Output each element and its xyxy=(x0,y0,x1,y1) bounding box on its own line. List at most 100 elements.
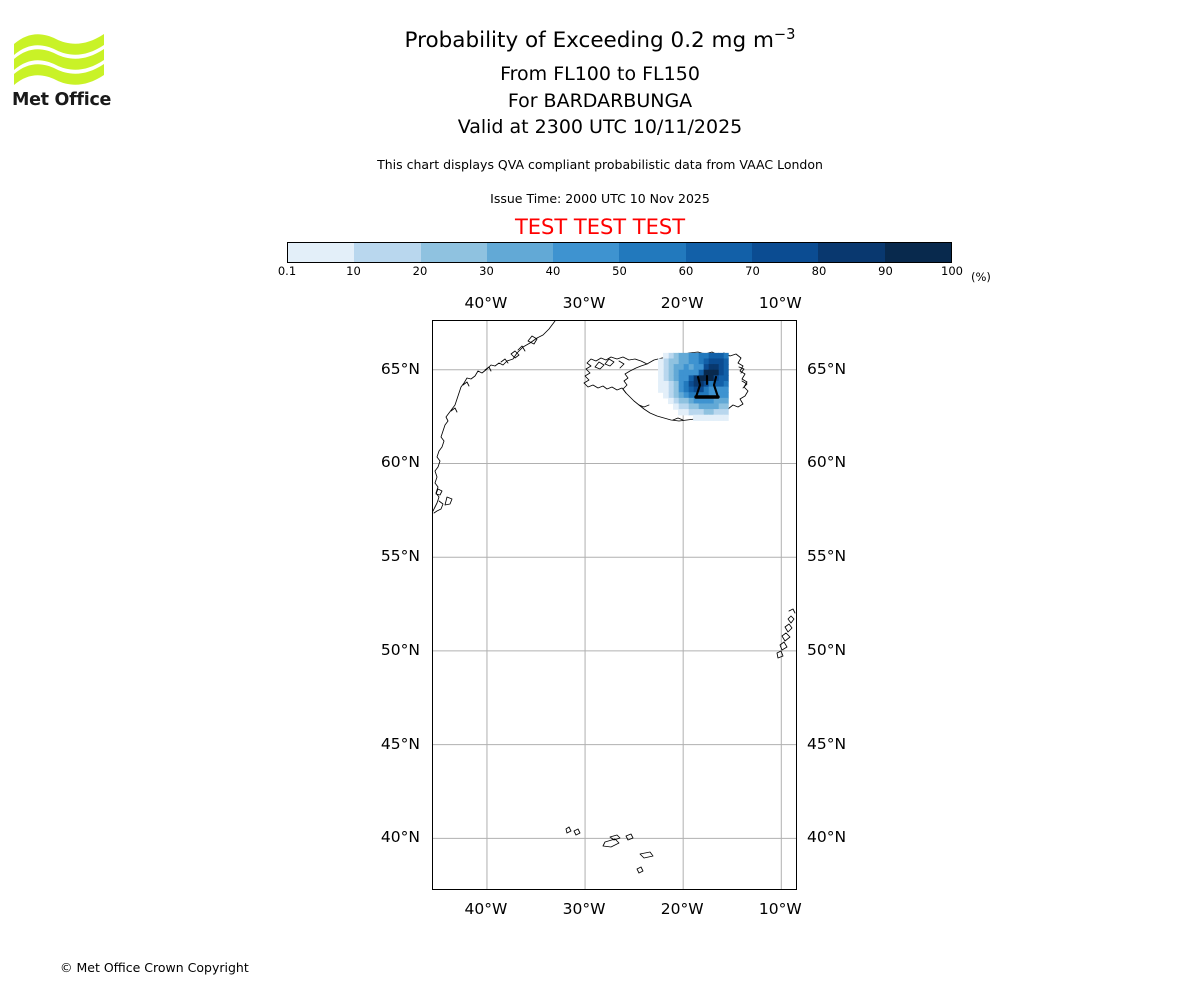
ash-probability-cell xyxy=(678,375,684,382)
ash-probability-cell xyxy=(688,364,694,371)
ash-probability-cell xyxy=(663,392,669,399)
ash-probability-cell xyxy=(678,380,684,388)
ash-probability-cell xyxy=(673,358,679,365)
lat-label-left-60°N: 60°N xyxy=(380,453,420,472)
ash-probability-cell xyxy=(723,358,729,365)
ash-probability-cell xyxy=(703,358,709,365)
ash-probability-cell xyxy=(718,352,724,360)
ash-probability-cell xyxy=(673,352,679,360)
ash-probability-cell xyxy=(673,380,679,388)
ash-probability-cell xyxy=(698,352,704,360)
ash-probability-field xyxy=(658,352,729,421)
map-gridlines xyxy=(433,321,796,889)
ash-probability-cell xyxy=(688,352,694,360)
colorbar-tick-30: 30 xyxy=(479,264,494,278)
colorbar-tick-20: 20 xyxy=(412,264,428,278)
lat-label-left-55°N: 55°N xyxy=(380,547,420,566)
lat-label-left-45°N: 45°N xyxy=(380,734,420,753)
ash-probability-cell xyxy=(698,397,704,405)
lat-label-right-65°N: 65°N xyxy=(807,359,847,378)
lon-label-top-40°W: 40°W xyxy=(464,294,508,312)
ash-probability-cell xyxy=(668,397,674,405)
ash-probability-cell xyxy=(723,403,729,410)
ash-probability-cell xyxy=(688,392,694,399)
colorbar-tick-100: 100 xyxy=(941,264,963,278)
ash-probability-cell xyxy=(693,352,699,360)
ash-probability-cell xyxy=(668,380,674,388)
ash-probability-cell xyxy=(693,380,699,388)
map-plot-area[interactable] xyxy=(432,320,797,890)
ash-probability-cell xyxy=(718,380,724,388)
ash-probability-cell xyxy=(658,380,664,388)
ash-probability-cell xyxy=(663,352,669,360)
ash-probability-cell xyxy=(668,375,674,382)
ash-probability-cell xyxy=(703,380,709,388)
ash-probability-cell xyxy=(713,364,719,371)
ash-probability-cell xyxy=(658,358,664,365)
ash-probability-cell xyxy=(708,369,714,376)
lon-label-bottom-20°W: 20°W xyxy=(660,900,704,918)
ash-probability-cell xyxy=(693,364,699,371)
ash-probability-cell xyxy=(658,386,664,393)
lat-label-right-55°N: 55°N xyxy=(807,547,847,566)
ash-probability-cell xyxy=(668,358,674,365)
ash-probability-cell xyxy=(683,358,689,365)
ash-probability-cell xyxy=(698,358,704,365)
ash-probability-cell xyxy=(713,369,719,376)
colorbar-tick-labels: 0.1 10 20 30 40 50 60 70 80 90 100 xyxy=(278,264,963,282)
colorbar-tick-60: 60 xyxy=(678,264,694,278)
ash-probability-cell xyxy=(688,403,694,410)
ash-probability-cell xyxy=(663,375,669,382)
ash-probability-cell xyxy=(698,403,704,410)
ash-probability-cell xyxy=(723,414,729,421)
lat-label-right-45°N: 45°N xyxy=(807,734,847,753)
ash-probability-cell xyxy=(693,397,699,405)
copyright-notice: © Met Office Crown Copyright xyxy=(60,960,249,975)
ash-probability-cell xyxy=(708,403,714,410)
ash-probability-cell xyxy=(673,364,679,371)
ash-probability-cell xyxy=(663,369,669,376)
page-title-text: Probability of Exceeding 0.2 mg m xyxy=(404,28,774,54)
colorbar-band-7 xyxy=(752,243,819,262)
ash-probability-cell xyxy=(718,403,724,410)
valid-time-subtitle: Valid at 2300 UTC 10/11/2025 xyxy=(457,116,743,138)
ash-probability-cell xyxy=(723,369,729,376)
ash-probability-cell xyxy=(688,380,694,388)
ash-probability-cell xyxy=(708,386,714,393)
ash-probability-cell xyxy=(698,375,704,382)
ash-probability-cell xyxy=(678,358,684,365)
ash-probability-cell xyxy=(703,364,709,371)
colorbar-band-0 xyxy=(288,243,355,262)
ash-probability-cell xyxy=(708,397,714,405)
ash-probability-cell xyxy=(663,358,669,365)
ash-probability-cell xyxy=(688,409,694,416)
lat-label-right-50°N: 50°N xyxy=(807,640,847,659)
ash-probability-cell xyxy=(708,364,714,371)
ash-probability-cell xyxy=(723,409,729,416)
ash-probability-cell xyxy=(678,364,684,371)
ash-probability-cell xyxy=(698,364,704,371)
ash-probability-cell xyxy=(698,369,704,376)
ash-probability-cell xyxy=(683,380,689,388)
ash-probability-cell xyxy=(673,369,679,376)
ash-probability-cell xyxy=(718,375,724,382)
ash-probability-cell xyxy=(688,386,694,393)
flight-level-subtitle: From FL100 to FL150 xyxy=(500,63,700,85)
ash-probability-cell xyxy=(693,375,699,382)
ash-probability-cell xyxy=(718,409,724,416)
ash-probability-cell xyxy=(693,403,699,410)
ash-probability-cell xyxy=(663,386,669,393)
ash-probability-cell xyxy=(663,380,669,388)
ash-probability-cell xyxy=(703,375,709,382)
ash-probability-cell xyxy=(718,369,724,376)
ash-probability-cell xyxy=(713,409,719,416)
colorbar-band-3 xyxy=(486,243,554,262)
colorbar-band-4 xyxy=(553,243,620,262)
colorbar-tick-90: 90 xyxy=(878,264,893,278)
ash-probability-cell xyxy=(683,397,689,405)
page-title: Probability of Exceeding 0.2 mg m−3 xyxy=(0,26,1200,54)
ash-probability-cell xyxy=(698,386,704,393)
met-office-logo-text: Met Office xyxy=(12,90,112,110)
ash-probability-cell xyxy=(708,409,714,416)
ash-probability-cell xyxy=(693,386,699,393)
